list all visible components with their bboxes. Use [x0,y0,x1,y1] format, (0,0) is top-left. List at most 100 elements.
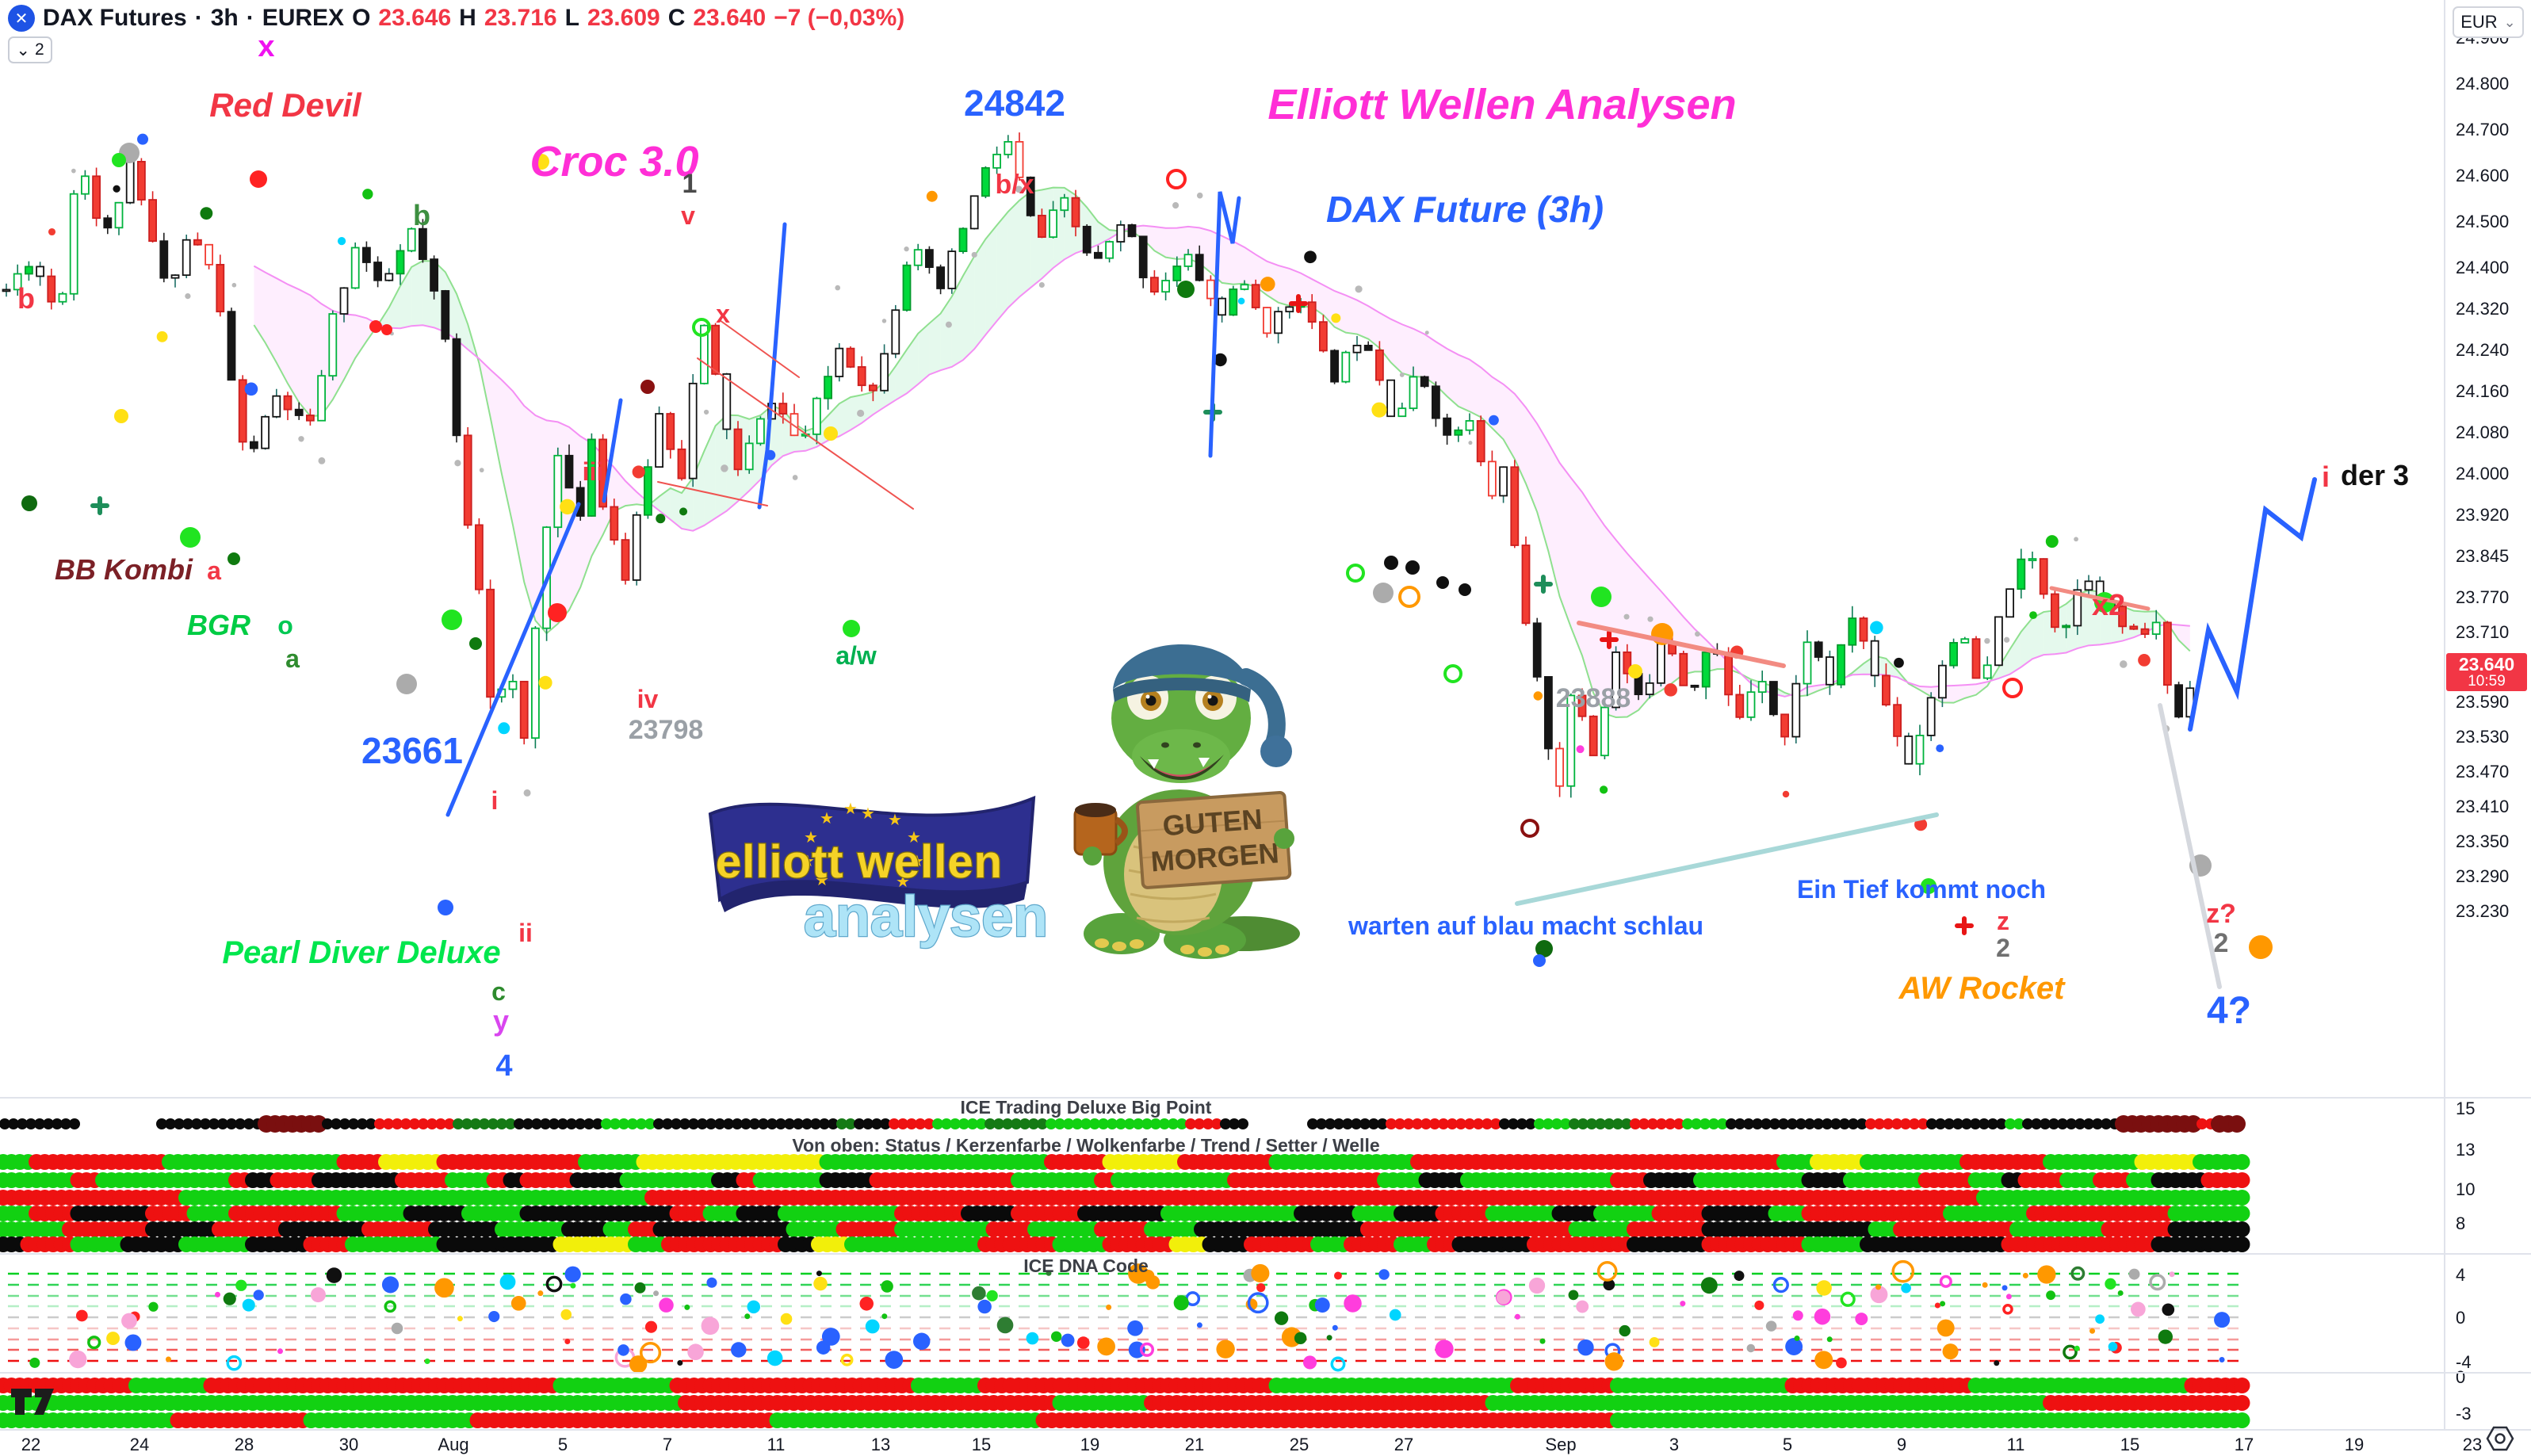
mascot-mouth [1140,755,1224,780]
symbol-name[interactable]: DAX Futures [43,5,187,31]
timeframe-value[interactable]: 3h [210,5,239,31]
panel-scale-tick: 0 [2456,1367,2466,1387]
price-tick: 23.590 [2456,692,2510,712]
last-price-value: 23.640 [2458,654,2515,674]
time-tick: 30 [338,1435,359,1454]
price-tick: 24.500 [2456,212,2510,231]
signal-dots-layer [48,133,2170,831]
tradingview-logo-icon[interactable] [10,1385,57,1417]
exchange-name[interactable]: EUREX [262,5,345,31]
elliott-wellen-analysen-logo: ★ ★★ ★★★ ★★★ ★ elliott wellen analysen [708,795,1049,950]
price-tick: 23.530 [2456,727,2510,747]
time-tick: 23 [2462,1435,2483,1454]
thin-red-2 [657,481,768,506]
svg-text:★: ★ [820,810,834,827]
sign-text-line1: GUTEN [1161,803,1264,843]
logo-text-line2: analysen [804,885,1048,949]
mascot-tooth-right [1199,758,1210,767]
price-tick: 24.240 [2456,340,2510,360]
time-tick: 5 [1782,1435,1793,1454]
mascot-mug [1073,803,1128,866]
mascot-tongue [1151,764,1213,777]
panel-scale-tick: -3 [2456,1404,2472,1424]
price-tick: 23.770 [2456,587,2510,607]
price-tick: 23.470 [2456,762,2510,782]
time-tick: Aug [438,1435,469,1454]
last-price-time: 10:59 [2468,673,2506,690]
price-tick: 23.410 [2456,797,2510,816]
svg-text:★: ★ [843,801,858,818]
resistance-red-1 [1577,621,1786,668]
panel1-title: ICE Trading Deluxe Big Point [960,1097,1212,1118]
price-axis-separator [2444,0,2445,1429]
indicators-count: 2 [34,40,44,59]
ice-dna-code-panel [8,1259,2243,1374]
svg-text:★: ★ [907,829,921,846]
panel-scale-tick: 15 [2456,1099,2476,1118]
price-tick: 23.710 [2456,622,2510,642]
mascot-beanie-pompom [1260,736,1292,767]
time-tick: 9 [1896,1435,1907,1454]
pane-separator[interactable] [0,1253,2531,1255]
price-tick: 24.080 [2456,422,2510,442]
mascot-sign: GUTEN MORGEN [1136,790,1292,889]
ohlc-high-label: H [459,5,476,31]
time-tick: 19 [2344,1435,2365,1454]
time-tick: 22 [21,1435,41,1454]
ohlc-close-value: 23.640 [693,5,767,31]
time-tick: 28 [234,1435,254,1454]
pane-separator[interactable] [0,1372,2531,1374]
time-tick: 3 [1669,1435,1680,1454]
time-tick: 7 [662,1435,673,1454]
currency-selector[interactable]: EUR ⌄ [2453,6,2524,38]
price-tick: 23.230 [2456,901,2510,921]
price-tick: 23.920 [2456,505,2510,525]
panel-scale-tick: 10 [2456,1179,2476,1199]
panel-scale-tick: 4 [2456,1265,2466,1285]
price-tick: 23.350 [2456,831,2510,851]
mascot-beanie-band [1113,678,1251,702]
price-tick: 24.600 [2456,166,2510,185]
time-tick: Sep [1545,1435,1577,1454]
thin-red-3 [719,319,800,378]
mascot-hand [1274,828,1294,849]
currency-label: EUR [2460,12,2498,32]
symbol-info-bar[interactable]: ✕ DAX Futures · 3h · EUREX O 23.646 H 23… [8,5,904,32]
panel-scale-tick: -4 [2456,1352,2472,1372]
indicators-collapse-button[interactable]: ⌄ 2 [8,36,52,63]
panel-scale-tick: 13 [2456,1140,2476,1160]
resistance-red-2 [2049,586,2151,611]
pane-separator[interactable] [0,1097,2531,1099]
price-tick: 23.290 [2456,866,2510,886]
time-tick: 5 [557,1435,568,1454]
svg-text:★: ★ [888,812,902,829]
panel1-subtitle: Von oben: Status / Kerzenfarbe / Wolkenf… [792,1135,1380,1156]
hexagon-settings-icon[interactable] [2484,1424,2516,1454]
support-teal [1515,812,1939,906]
impulse-blue-4 [1208,191,1241,458]
ohlc-high-value: 23.716 [484,5,557,31]
time-tick: 11 [2006,1435,2025,1454]
dna-panel-title: ICE DNA Code [1023,1255,1149,1276]
price-tick: 23.845 [2456,546,2510,566]
ohlc-low-value: 23.609 [587,5,660,31]
panel-scale-tick: 0 [2456,1308,2466,1328]
trendline-drawings-layer[interactable] [445,191,2317,989]
time-axis-separator [0,1429,2531,1431]
chevron-down-icon: ⌄ [2503,13,2516,30]
ohlc-open-label: O [352,5,371,31]
mascot-tooth-left [1148,759,1159,769]
separator-dot: · [194,5,203,31]
time-tick: 11 [767,1435,786,1454]
crocodile-mascot: GUTEN MORGEN [1073,644,1300,959]
svg-text:★: ★ [815,872,829,889]
svg-text:★: ★ [804,829,818,846]
app-logo-icon[interactable]: ✕ [8,5,35,32]
svg-text:★: ★ [861,805,875,823]
mascot-beanie [1113,644,1251,690]
projection-blue [2188,477,2317,732]
candles-layer [2,132,2195,798]
mascot-claws [1095,938,1229,957]
